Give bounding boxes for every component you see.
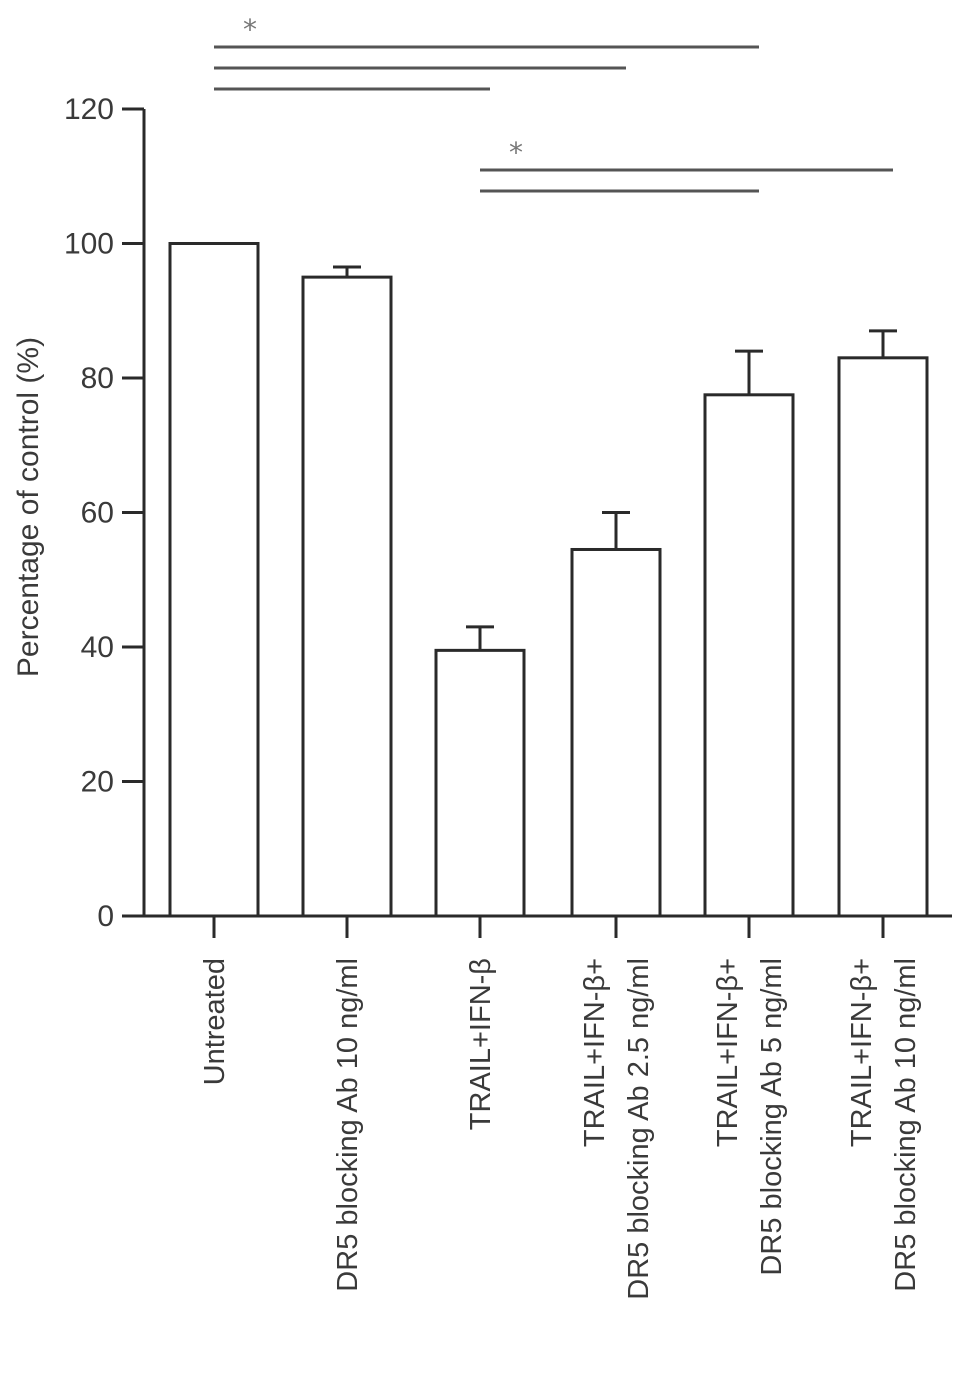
y-tick-label: 40 <box>81 631 114 664</box>
bars <box>168 242 929 918</box>
x-tick-label: DR5 blocking Ab 10 ng/ml <box>890 958 922 1292</box>
bar <box>301 275 393 918</box>
x-tick-label: DR5 blocking Ab 5 ng/ml <box>756 958 788 1276</box>
x-tick-label: TRAIL+IFN-β+ <box>579 958 611 1147</box>
y-axis-label: Percentage of control (%) <box>12 337 45 677</box>
significance-star: * <box>509 136 523 169</box>
y-tick-label: 60 <box>81 497 114 530</box>
y-tick-label: 100 <box>64 228 114 261</box>
y-tick-label: 20 <box>81 766 114 799</box>
bar <box>168 242 260 918</box>
significance-annotations: ** <box>214 13 893 193</box>
bar <box>703 393 795 918</box>
bar <box>434 648 526 918</box>
x-tick-label: DR5 blocking Ab 2.5 ng/ml <box>623 958 655 1300</box>
x-tick-label: Untreated <box>199 958 231 1085</box>
y-axis-ticks: 0 20 40 60 80 100 120 <box>64 93 144 933</box>
y-tick-label: 120 <box>64 93 114 126</box>
y-tick-label: 80 <box>81 362 114 395</box>
significance-star: * <box>243 13 257 46</box>
bar <box>570 547 662 918</box>
x-tick-label: TRAIL+IFN-β <box>465 958 497 1130</box>
x-tick-label: DR5 blocking Ab 10 ng/ml <box>332 958 364 1292</box>
error-bars <box>333 265 897 651</box>
bar <box>837 356 929 918</box>
x-tick-label: TRAIL+IFN-β+ <box>846 958 878 1147</box>
x-axis-ticks: Untreated DR5 blocking Ab 10 ng/ml TRAIL+I… <box>199 916 922 1300</box>
y-tick-label: 0 <box>97 900 114 933</box>
x-tick-label: TRAIL+IFN-β+ <box>712 958 744 1147</box>
